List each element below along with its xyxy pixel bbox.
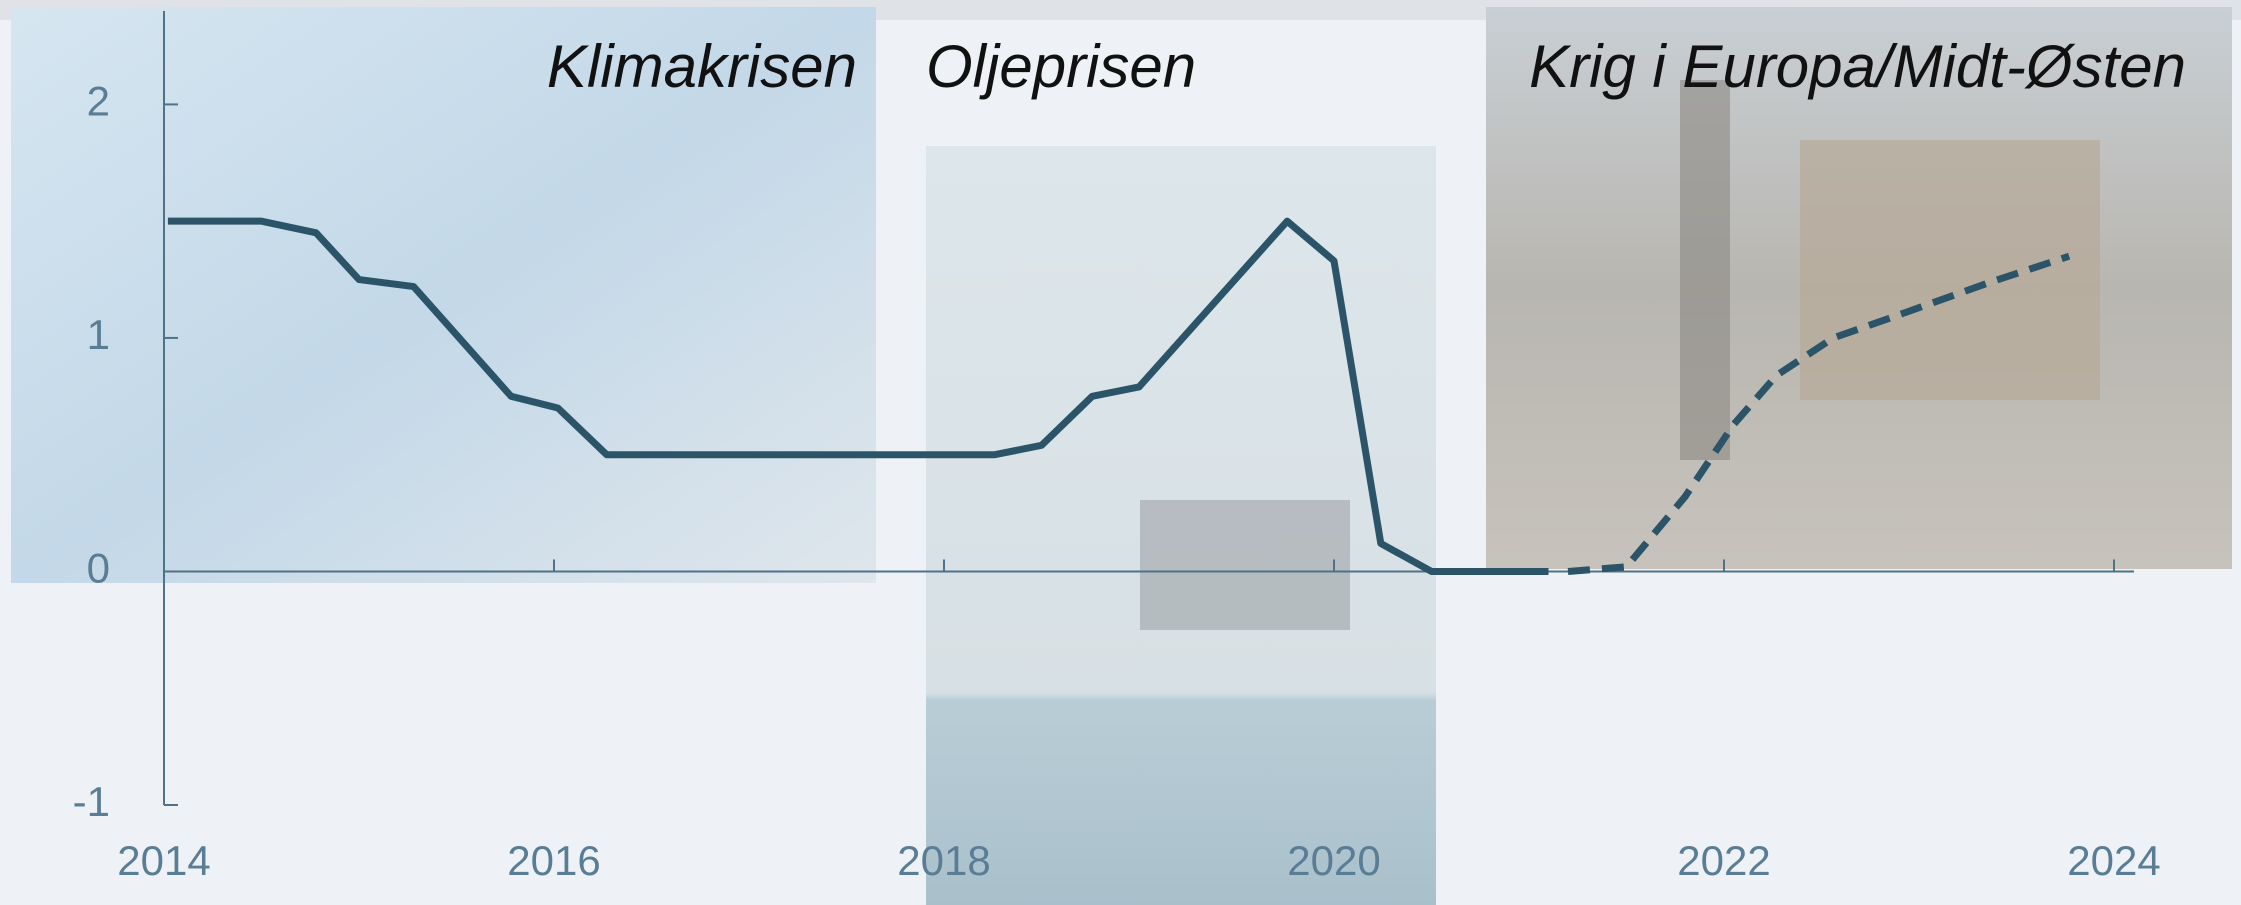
x-tick-label: 2016 (507, 837, 600, 884)
y-tick-label: -1 (73, 778, 110, 825)
platform-shape (1140, 500, 1350, 630)
chart: Klimakrisen Oljeprisen Krig i Europa/Mid… (0, 0, 2241, 905)
x-tick-label: 2014 (117, 837, 210, 884)
x-tick-label: 2022 (1677, 837, 1770, 884)
annotation: Oljeprisen (926, 33, 1196, 100)
building-shape (1800, 140, 2100, 400)
y-tick-label: 0 (87, 545, 110, 592)
annotation: Krig i Europa/Midt-Østen (1529, 33, 2186, 100)
x-tick-label: 2018 (897, 837, 990, 884)
annotation: Klimakrisen (547, 33, 857, 100)
y-tick-label: 2 (87, 78, 110, 125)
x-tick-label: 2020 (1287, 837, 1380, 884)
tree-shape (1680, 80, 1730, 460)
x-tick-label: 2024 (2067, 837, 2160, 884)
y-tick-label: 1 (87, 311, 110, 358)
